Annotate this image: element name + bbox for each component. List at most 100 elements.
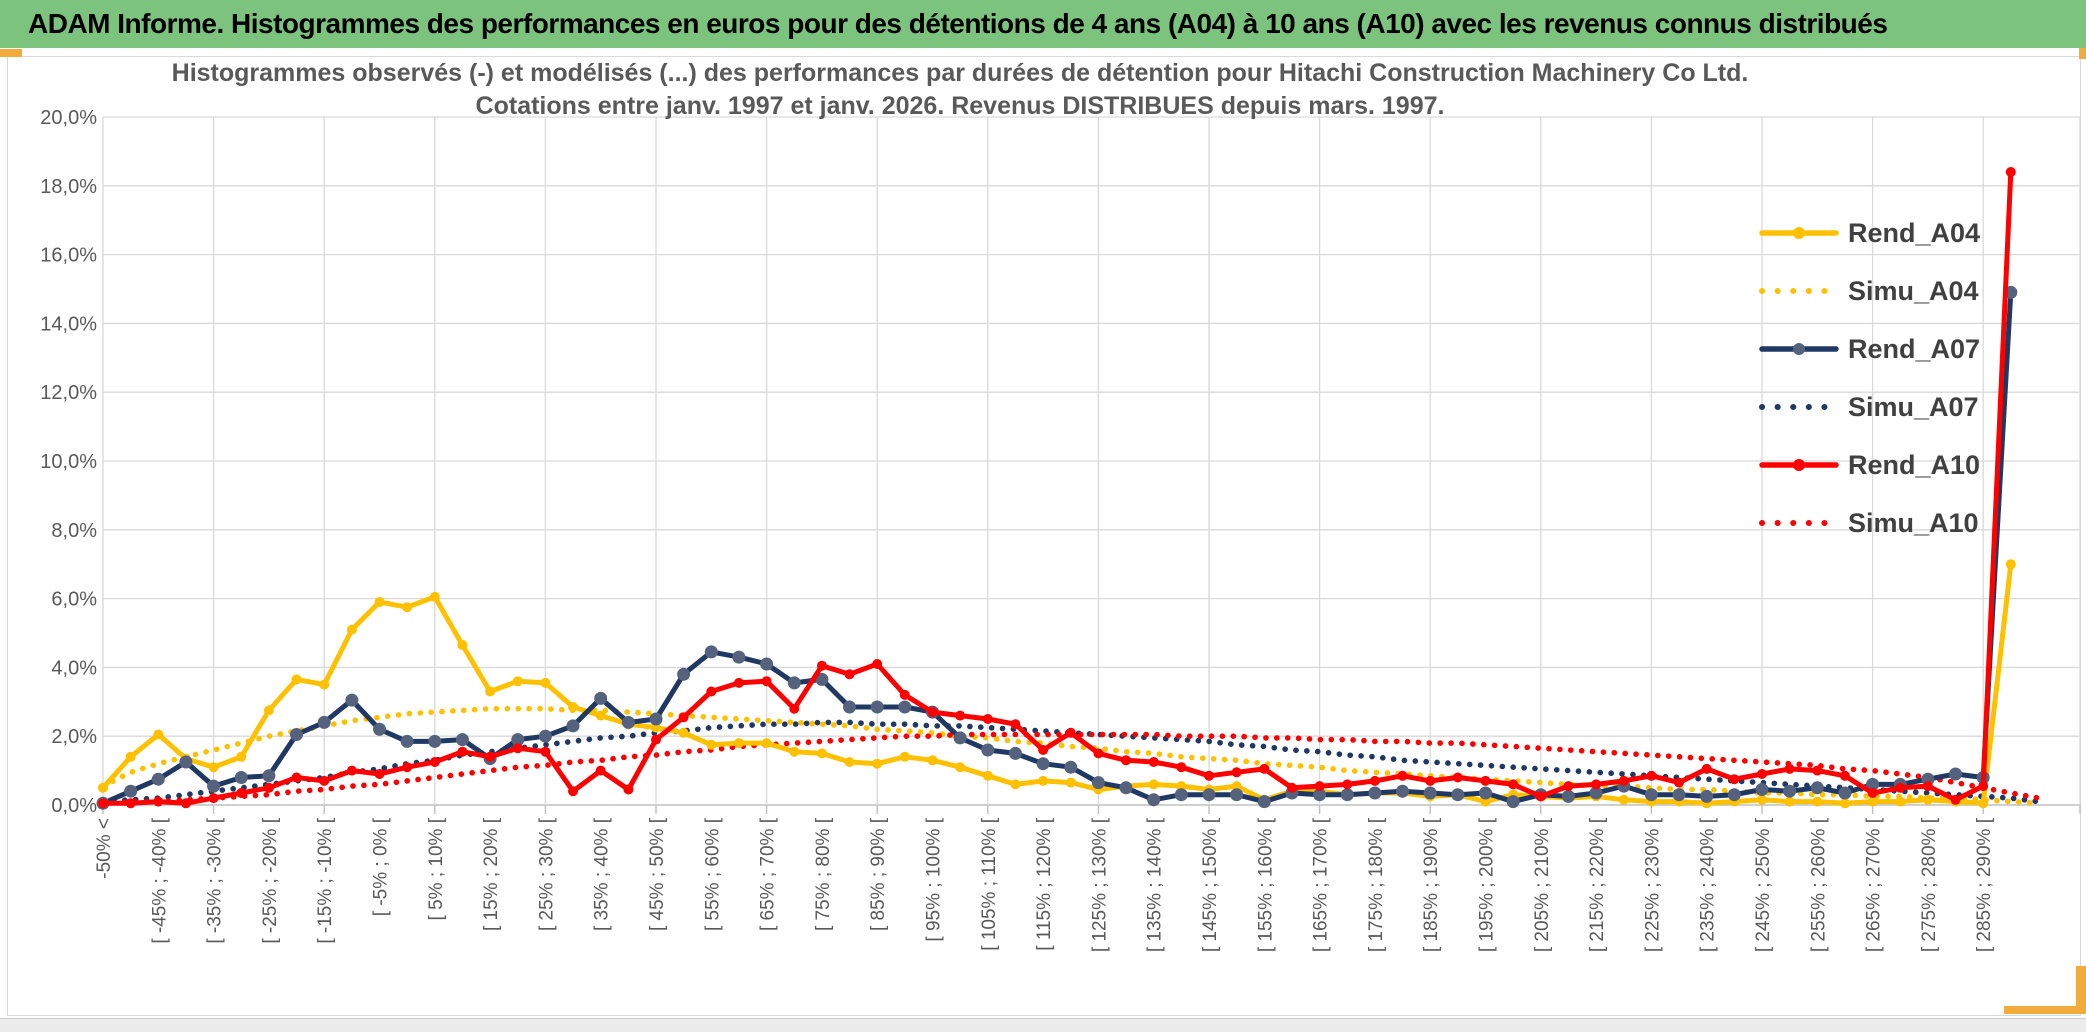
series-marker-Rend_A10 <box>1480 775 1491 786</box>
legend-item-Rend_A04[interactable]: Rend_A04 <box>1759 218 1980 248</box>
x-axis-tick-label: [ 215% ; 220% [ <box>1587 817 1608 952</box>
series-marker-Rend_A07 <box>1755 783 1769 796</box>
series-marker-Rend_A04 <box>291 674 302 685</box>
series-marker-Rend_A10 <box>1065 727 1076 738</box>
chart-title-line1: Histogrammes observés (-) et modélisés (… <box>171 59 1749 87</box>
series-marker-Rend_A07 <box>538 729 552 743</box>
x-axis-tick-label: [ 85% ; 90% [ <box>868 817 889 931</box>
series-marker-Rend_A07 <box>981 743 995 757</box>
series-marker-Rend_A10 <box>1259 763 1270 774</box>
series-marker-Rend_A07 <box>1451 788 1465 802</box>
x-axis-tick-label: [ -5% ; 0% [ <box>371 817 392 916</box>
x-axis-tick-label: [ 15% ; 20% [ <box>481 817 502 931</box>
series-marker-Rend_A04 <box>844 757 855 767</box>
x-axis-tick-label: [ 165% ; 170% [ <box>1311 817 1332 952</box>
series-marker-Rend_A04 <box>1231 781 1242 792</box>
series-marker-Rend_A07 <box>124 784 138 798</box>
series-marker-Rend_A10 <box>1812 765 1823 776</box>
x-axis-tick-label: [ 245% ; 250% [ <box>1753 817 1774 952</box>
series-marker-Rend_A07 <box>317 715 331 729</box>
y-axis-tick-label: 18,0% <box>40 176 97 198</box>
legend-item-Simu_A10[interactable]: Simu_A10 <box>1759 508 1979 538</box>
series-marker-Rend_A04 <box>263 705 274 716</box>
x-axis-tick-label: [ 185% ; 190% [ <box>1421 817 1442 952</box>
series-marker-Rend_A04 <box>899 751 910 762</box>
series-marker-Rend_A10 <box>1204 770 1214 781</box>
x-axis-tick-label: [ 45% ; 50% [ <box>647 817 668 931</box>
x-axis-tick-label: [ 105% ; 110% [ <box>979 817 1000 950</box>
series-marker-Rend_A04 <box>733 738 744 749</box>
series-marker-Rend_A04 <box>1867 796 1878 807</box>
series-marker-Rend_A10 <box>733 677 744 688</box>
series-marker-Rend_A04 <box>816 748 827 759</box>
y-gridlines <box>103 116 2080 806</box>
y-axis-tick-label: 6,0% <box>51 589 97 611</box>
series-marker-Rend_A10 <box>98 798 108 809</box>
series-marker-Rend_A10 <box>485 751 496 762</box>
series-marker-Rend_A04 <box>1978 798 1989 809</box>
legend-marker-icon <box>1793 227 1805 239</box>
x-axis-tick-label: [ 135% ; 140% [ <box>1145 817 1166 952</box>
series-marker-Rend_A07 <box>1561 789 1575 803</box>
series-marker-Rend_A07 <box>1810 781 1824 795</box>
series-marker-Rend_A04 <box>319 679 330 690</box>
legend-item-Rend_A07[interactable]: Rend_A07 <box>1759 334 1980 364</box>
series-marker-Rend_A10 <box>1701 763 1712 774</box>
series-marker-Rend_A10 <box>1287 782 1297 793</box>
series-marker-Rend_A10 <box>844 669 855 680</box>
series-marker-Rend_A04 <box>1065 777 1076 788</box>
series-marker-Rend_A07 <box>953 731 967 745</box>
series-marker-Rend_A10 <box>899 689 910 700</box>
series-marker-Rend_A07 <box>1119 781 1133 795</box>
series-marker-Rend_A04 <box>1757 794 1767 805</box>
x-axis-tick-label: [ 195% ; 200% [ <box>1477 817 1498 952</box>
series-marker-Rend_A10 <box>457 746 468 757</box>
series-marker-Rend_A07 <box>1313 788 1327 802</box>
selection-corner-mark-top-right <box>2079 48 2086 59</box>
series-marker-Rend_A07 <box>815 672 829 686</box>
x-axis-tick-label: [ 125% ; 130% [ <box>1089 817 1110 952</box>
series-marker-Rend_A07 <box>898 700 912 714</box>
series-marker-Rend_A07 <box>1257 795 1271 809</box>
series-marker-Rend_A10 <box>1452 772 1463 783</box>
series-marker-Rend_A10 <box>1895 782 1906 793</box>
legend-item-label: Rend_A04 <box>1848 218 1980 248</box>
series-marker-Rend_A10 <box>595 765 606 776</box>
series-marker-Rend_A10 <box>1535 791 1546 802</box>
legend-item-Simu_A07[interactable]: Simu_A07 <box>1759 392 1979 422</box>
x-axis-tick-label: [ 145% ; 150% [ <box>1200 817 1221 952</box>
series-marker-Rend_A10 <box>125 798 136 809</box>
series-marker-Rend_A07 <box>511 733 525 747</box>
series-marker-Rend_A10 <box>678 712 689 723</box>
series-marker-Rend_A04 <box>236 751 247 762</box>
series-marker-Rend_A07 <box>1396 784 1409 798</box>
series-marker-Rend_A07 <box>870 700 884 714</box>
legend-item-Rend_A10[interactable]: Rend_A10 <box>1759 450 1980 480</box>
series-marker-Rend_A10 <box>1978 781 1989 792</box>
series-marker-Rend_A10 <box>208 793 219 804</box>
series-marker-Rend_A04 <box>153 729 164 740</box>
selection-corner-mark-bottom-right-vertical <box>2076 966 2086 1014</box>
series-marker-Rend_A04 <box>540 677 551 688</box>
series-marker-Rend_A10 <box>816 660 827 671</box>
series-marker-Rend_A10 <box>1010 719 1021 730</box>
x-axis-tick-label: [ 235% ; 240% [ <box>1698 817 1719 952</box>
legend-item-Simu_A04[interactable]: Simu_A04 <box>1759 276 1979 306</box>
x-axis-tick-label: [ -45% ; -40% [ <box>149 817 170 943</box>
series-marker-Rend_A10 <box>1674 777 1684 788</box>
series-marker-Rend_A10 <box>346 765 357 776</box>
series-marker-Rend_A10 <box>761 676 772 687</box>
series-marker-Rend_A10 <box>512 743 523 754</box>
legend-marker-icon <box>1793 459 1805 471</box>
series-line-Simu_A04 <box>100 705 2042 807</box>
series-marker-Rend_A10 <box>1839 770 1850 781</box>
series-marker-Rend_A10 <box>319 775 330 786</box>
series-marker-Rend_A10 <box>1922 781 1933 792</box>
series-marker-Rend_A07 <box>373 722 386 736</box>
window-title: ADAM Informe. Histogrammes des performan… <box>28 8 1888 39</box>
series-marker-Rend_A04 <box>1148 779 1159 790</box>
series-marker-Rend_A10 <box>1591 779 1602 790</box>
series-marker-Rend_A04 <box>568 702 578 712</box>
y-axis-tick-label: 20,0% <box>40 107 97 129</box>
series-marker-Rend_A07 <box>843 700 856 714</box>
